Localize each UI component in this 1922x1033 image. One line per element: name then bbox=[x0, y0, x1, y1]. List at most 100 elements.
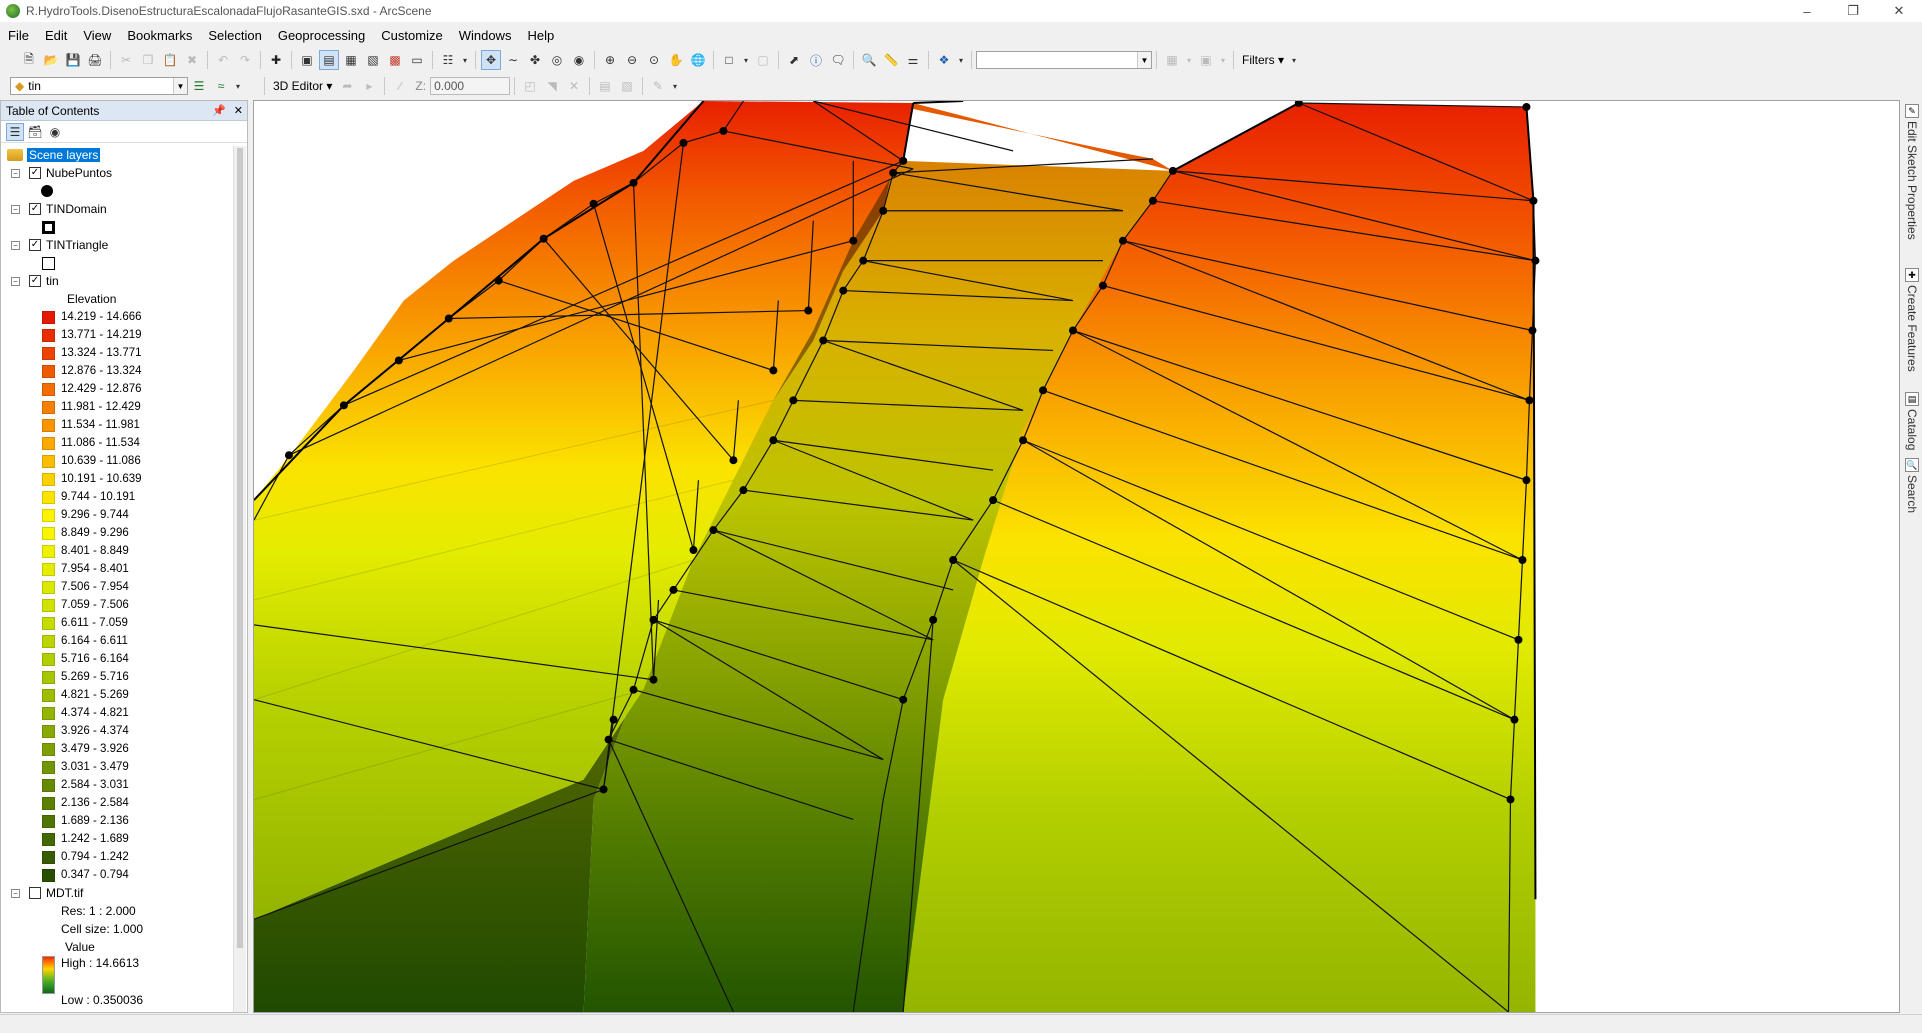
collapse-icon[interactable]: − bbox=[11, 888, 20, 898]
layer-row-tin[interactable]: − ✓ tin bbox=[1, 272, 59, 290]
legend-class-row[interactable]: 1.242 - 1.689 bbox=[1, 830, 129, 848]
legend-class-row[interactable]: 11.981 - 12.429 bbox=[1, 398, 141, 416]
legend-swatch[interactable] bbox=[42, 526, 55, 540]
legend-class-row[interactable]: 7.059 - 7.506 bbox=[1, 596, 129, 614]
animation-icon[interactable]: ⚌ bbox=[907, 53, 919, 67]
legend-class-row[interactable]: 2.136 - 2.584 bbox=[1, 794, 129, 812]
menu-geoprocessing[interactable]: Geoprocessing bbox=[277, 27, 366, 43]
catalog-window-icon[interactable]: ▦ bbox=[345, 53, 357, 67]
menu-bookmarks[interactable]: Bookmarks bbox=[127, 27, 193, 43]
toc-scrollbar[interactable] bbox=[233, 146, 246, 1012]
legend-class-row[interactable]: 13.324 - 13.771 bbox=[1, 344, 142, 362]
find-icon[interactable]: 🔍 bbox=[861, 53, 877, 67]
cut-polygons-icon[interactable]: ◥ bbox=[547, 79, 557, 93]
undo-icon[interactable]: ↶ bbox=[217, 53, 229, 67]
toc-close-icon[interactable]: ✕ bbox=[233, 105, 243, 117]
layer-tool-icon[interactable]: ☰ bbox=[193, 79, 205, 93]
zoom-out-icon[interactable]: ⊖ bbox=[626, 53, 638, 67]
layer-visibility-checkbox[interactable]: ✓ bbox=[29, 239, 41, 251]
legend-class-row[interactable]: 10.639 - 11.086 bbox=[1, 452, 141, 470]
legend-swatch[interactable] bbox=[42, 436, 55, 450]
legend-class-row[interactable]: 6.164 - 6.611 bbox=[1, 632, 128, 650]
close-icon[interactable]: ✕ bbox=[1893, 3, 1905, 18]
center-on-target-icon[interactable]: ✤ bbox=[529, 53, 541, 67]
redo-icon[interactable]: ↷ bbox=[239, 53, 251, 67]
legend-class-row[interactable]: 6.611 - 7.059 bbox=[1, 614, 128, 632]
measure-icon[interactable]: 📏 bbox=[883, 53, 899, 67]
list-by-visibility-icon[interactable]: ◉ bbox=[49, 124, 61, 139]
z-value-input[interactable]: 0.000 bbox=[430, 77, 511, 95]
layer-row-mdt[interactable]: − MDT.tif bbox=[1, 884, 83, 902]
legend-class-row[interactable]: 14.219 - 14.666 bbox=[1, 308, 142, 326]
python-window-icon[interactable]: ▭ bbox=[411, 53, 423, 67]
narrow-fov-icon[interactable]: ⊙ bbox=[648, 53, 660, 67]
layer-visibility-checkbox[interactable]: ✓ bbox=[29, 275, 41, 287]
legend-class-row[interactable]: 12.876 - 13.324 bbox=[1, 362, 142, 380]
legend-class-row[interactable]: 11.534 - 11.981 bbox=[1, 416, 140, 434]
layer-dropdown-icon[interactable]: ▾ bbox=[235, 81, 240, 91]
legend-class-row[interactable]: 8.849 - 9.296 bbox=[1, 524, 129, 542]
legend-class-row[interactable]: 3.479 - 3.926 bbox=[1, 740, 129, 758]
legend-class-row[interactable]: 7.506 - 7.954 bbox=[1, 578, 129, 596]
legend-swatch[interactable] bbox=[42, 778, 55, 792]
active-layer-combo[interactable]: ◆ tin ▼ bbox=[10, 77, 188, 95]
edit-tool-icon[interactable]: ➦ bbox=[342, 79, 353, 93]
open-folder-icon[interactable]: 📂 bbox=[43, 53, 59, 67]
list-by-source-icon[interactable]: 🗃 bbox=[27, 124, 43, 139]
legend-swatch[interactable] bbox=[42, 346, 55, 360]
html-popup-icon[interactable]: 🗨 bbox=[830, 53, 846, 67]
legend-swatch[interactable] bbox=[42, 724, 55, 738]
layer-visibility-checkbox[interactable]: ✓ bbox=[29, 167, 41, 179]
legend-class-row[interactable]: 3.031 - 3.479 bbox=[1, 758, 129, 776]
legend-swatch[interactable] bbox=[42, 616, 55, 630]
legend-class-row[interactable]: 4.374 - 4.821 bbox=[1, 704, 129, 722]
analyst-dropdown-icon[interactable]: ▾ bbox=[958, 55, 963, 65]
print-icon[interactable]: 🖨 bbox=[87, 53, 103, 67]
legend-swatch[interactable] bbox=[42, 472, 55, 486]
legend-swatch[interactable] bbox=[42, 832, 55, 846]
collapse-icon[interactable]: − bbox=[11, 276, 20, 286]
legend-swatch[interactable] bbox=[42, 544, 55, 558]
fly-icon[interactable]: ∼ bbox=[507, 53, 519, 67]
layer-row-tintriangle[interactable]: − ✓ TINTriangle bbox=[1, 236, 108, 254]
toolbar-options-icon[interactable]: ▾ bbox=[462, 55, 467, 65]
legend-class-row[interactable]: 2.584 - 3.031 bbox=[1, 776, 129, 794]
legend-swatch[interactable] bbox=[42, 796, 55, 810]
menu-help[interactable]: Help bbox=[527, 27, 555, 43]
legend-swatch[interactable] bbox=[42, 706, 55, 720]
3d-editor-button[interactable]: 3D Editor ▾ bbox=[273, 79, 333, 93]
collapse-icon[interactable]: − bbox=[11, 240, 20, 250]
menu-selection[interactable]: Selection bbox=[208, 27, 262, 43]
scene-view[interactable] bbox=[253, 100, 1900, 1013]
legend-class-row[interactable]: 4.821 - 5.269 bbox=[1, 686, 129, 704]
model-builder-icon[interactable]: ☷ bbox=[442, 53, 454, 67]
legend-swatch[interactable] bbox=[42, 742, 55, 756]
legend-swatch[interactable] bbox=[42, 760, 55, 774]
filters-options-icon[interactable]: ▾ bbox=[1292, 55, 1297, 65]
add-data-icon[interactable]: ✚ bbox=[270, 53, 282, 67]
profile-dropdown-icon[interactable]: ▾ bbox=[1220, 55, 1225, 65]
scene-layers-row[interactable]: Scene layers bbox=[1, 146, 101, 164]
layer-combo-empty[interactable]: ▼ bbox=[976, 51, 1152, 69]
legend-class-row[interactable]: 3.926 - 4.374 bbox=[1, 722, 129, 740]
legend-class-row[interactable]: 5.716 - 6.164 bbox=[1, 650, 129, 668]
interpolate-icon[interactable]: ▦ bbox=[1166, 53, 1178, 67]
legend-swatch[interactable] bbox=[42, 580, 55, 594]
layer-visibility-checkbox[interactable]: ✓ bbox=[29, 203, 41, 215]
legend-swatch[interactable] bbox=[42, 364, 55, 378]
toc-window-icon[interactable]: ▤ bbox=[319, 50, 339, 70]
sketch-tool-icon[interactable]: ∕ bbox=[399, 79, 402, 93]
legend-class-row[interactable]: 9.296 - 9.744 bbox=[1, 506, 129, 524]
cut-icon[interactable]: ✂ bbox=[120, 53, 132, 67]
menu-file[interactable]: File bbox=[8, 27, 29, 43]
dock-tab-catalog[interactable]: ▤ Catalog bbox=[1904, 392, 1920, 450]
legend-swatch[interactable] bbox=[42, 868, 55, 882]
legend-swatch[interactable] bbox=[42, 508, 55, 522]
list-by-drawing-order-icon[interactable]: ☰ bbox=[6, 122, 24, 141]
legend-class-row[interactable]: 8.401 - 8.849 bbox=[1, 542, 129, 560]
profile-icon[interactable]: ▣ bbox=[1200, 53, 1212, 67]
scene-properties-icon[interactable]: ▣ bbox=[301, 53, 313, 67]
scrollbar-thumb[interactable] bbox=[237, 148, 243, 948]
menu-view[interactable]: View bbox=[83, 27, 112, 43]
identify-icon[interactable]: ⓘ bbox=[809, 53, 822, 68]
